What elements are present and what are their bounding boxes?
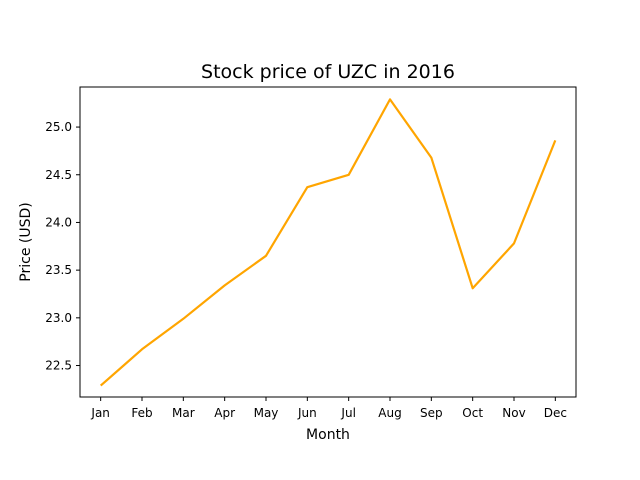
x-axis: Jan Feb Mar Apr May Jun Jul Aug Sep Oct Nov Dec <box>90 397 567 420</box>
x-tick-label: Sep <box>420 406 443 420</box>
series-layer <box>99 98 557 387</box>
plot-area-frame <box>79 86 577 398</box>
x-tick-label: Dec <box>544 406 567 420</box>
y-tick-label: 24.5 <box>45 168 72 182</box>
x-tick-label: Mar <box>172 406 195 420</box>
y-tick-label: 24.0 <box>45 215 72 229</box>
series-line-0 <box>99 98 557 387</box>
x-tick-label: Jun <box>297 406 317 420</box>
x-tick-label: Aug <box>378 406 401 420</box>
x-tick-label: Nov <box>502 406 525 420</box>
x-tick-label: Apr <box>214 406 235 420</box>
y-tick-label: 23.0 <box>45 311 72 325</box>
x-tick-label: Jul <box>340 406 355 420</box>
y-axis: 22.5 23.0 23.5 24.0 24.5 25.0 <box>45 120 80 373</box>
x-axis-label: Month <box>306 427 350 443</box>
y-tick-label: 23.5 <box>45 263 72 277</box>
x-tick-label: Jan <box>90 406 110 420</box>
y-tick-label: 22.5 <box>45 359 72 373</box>
x-tick-label: May <box>254 406 279 420</box>
y-axis-label: Price (USD) <box>18 202 34 281</box>
y-tick-label: 25.0 <box>45 120 72 134</box>
x-tick-label: Feb <box>131 406 152 420</box>
x-tick-label: Oct <box>462 406 483 420</box>
chart-title: Stock price of UZC in 2016 <box>201 61 455 83</box>
